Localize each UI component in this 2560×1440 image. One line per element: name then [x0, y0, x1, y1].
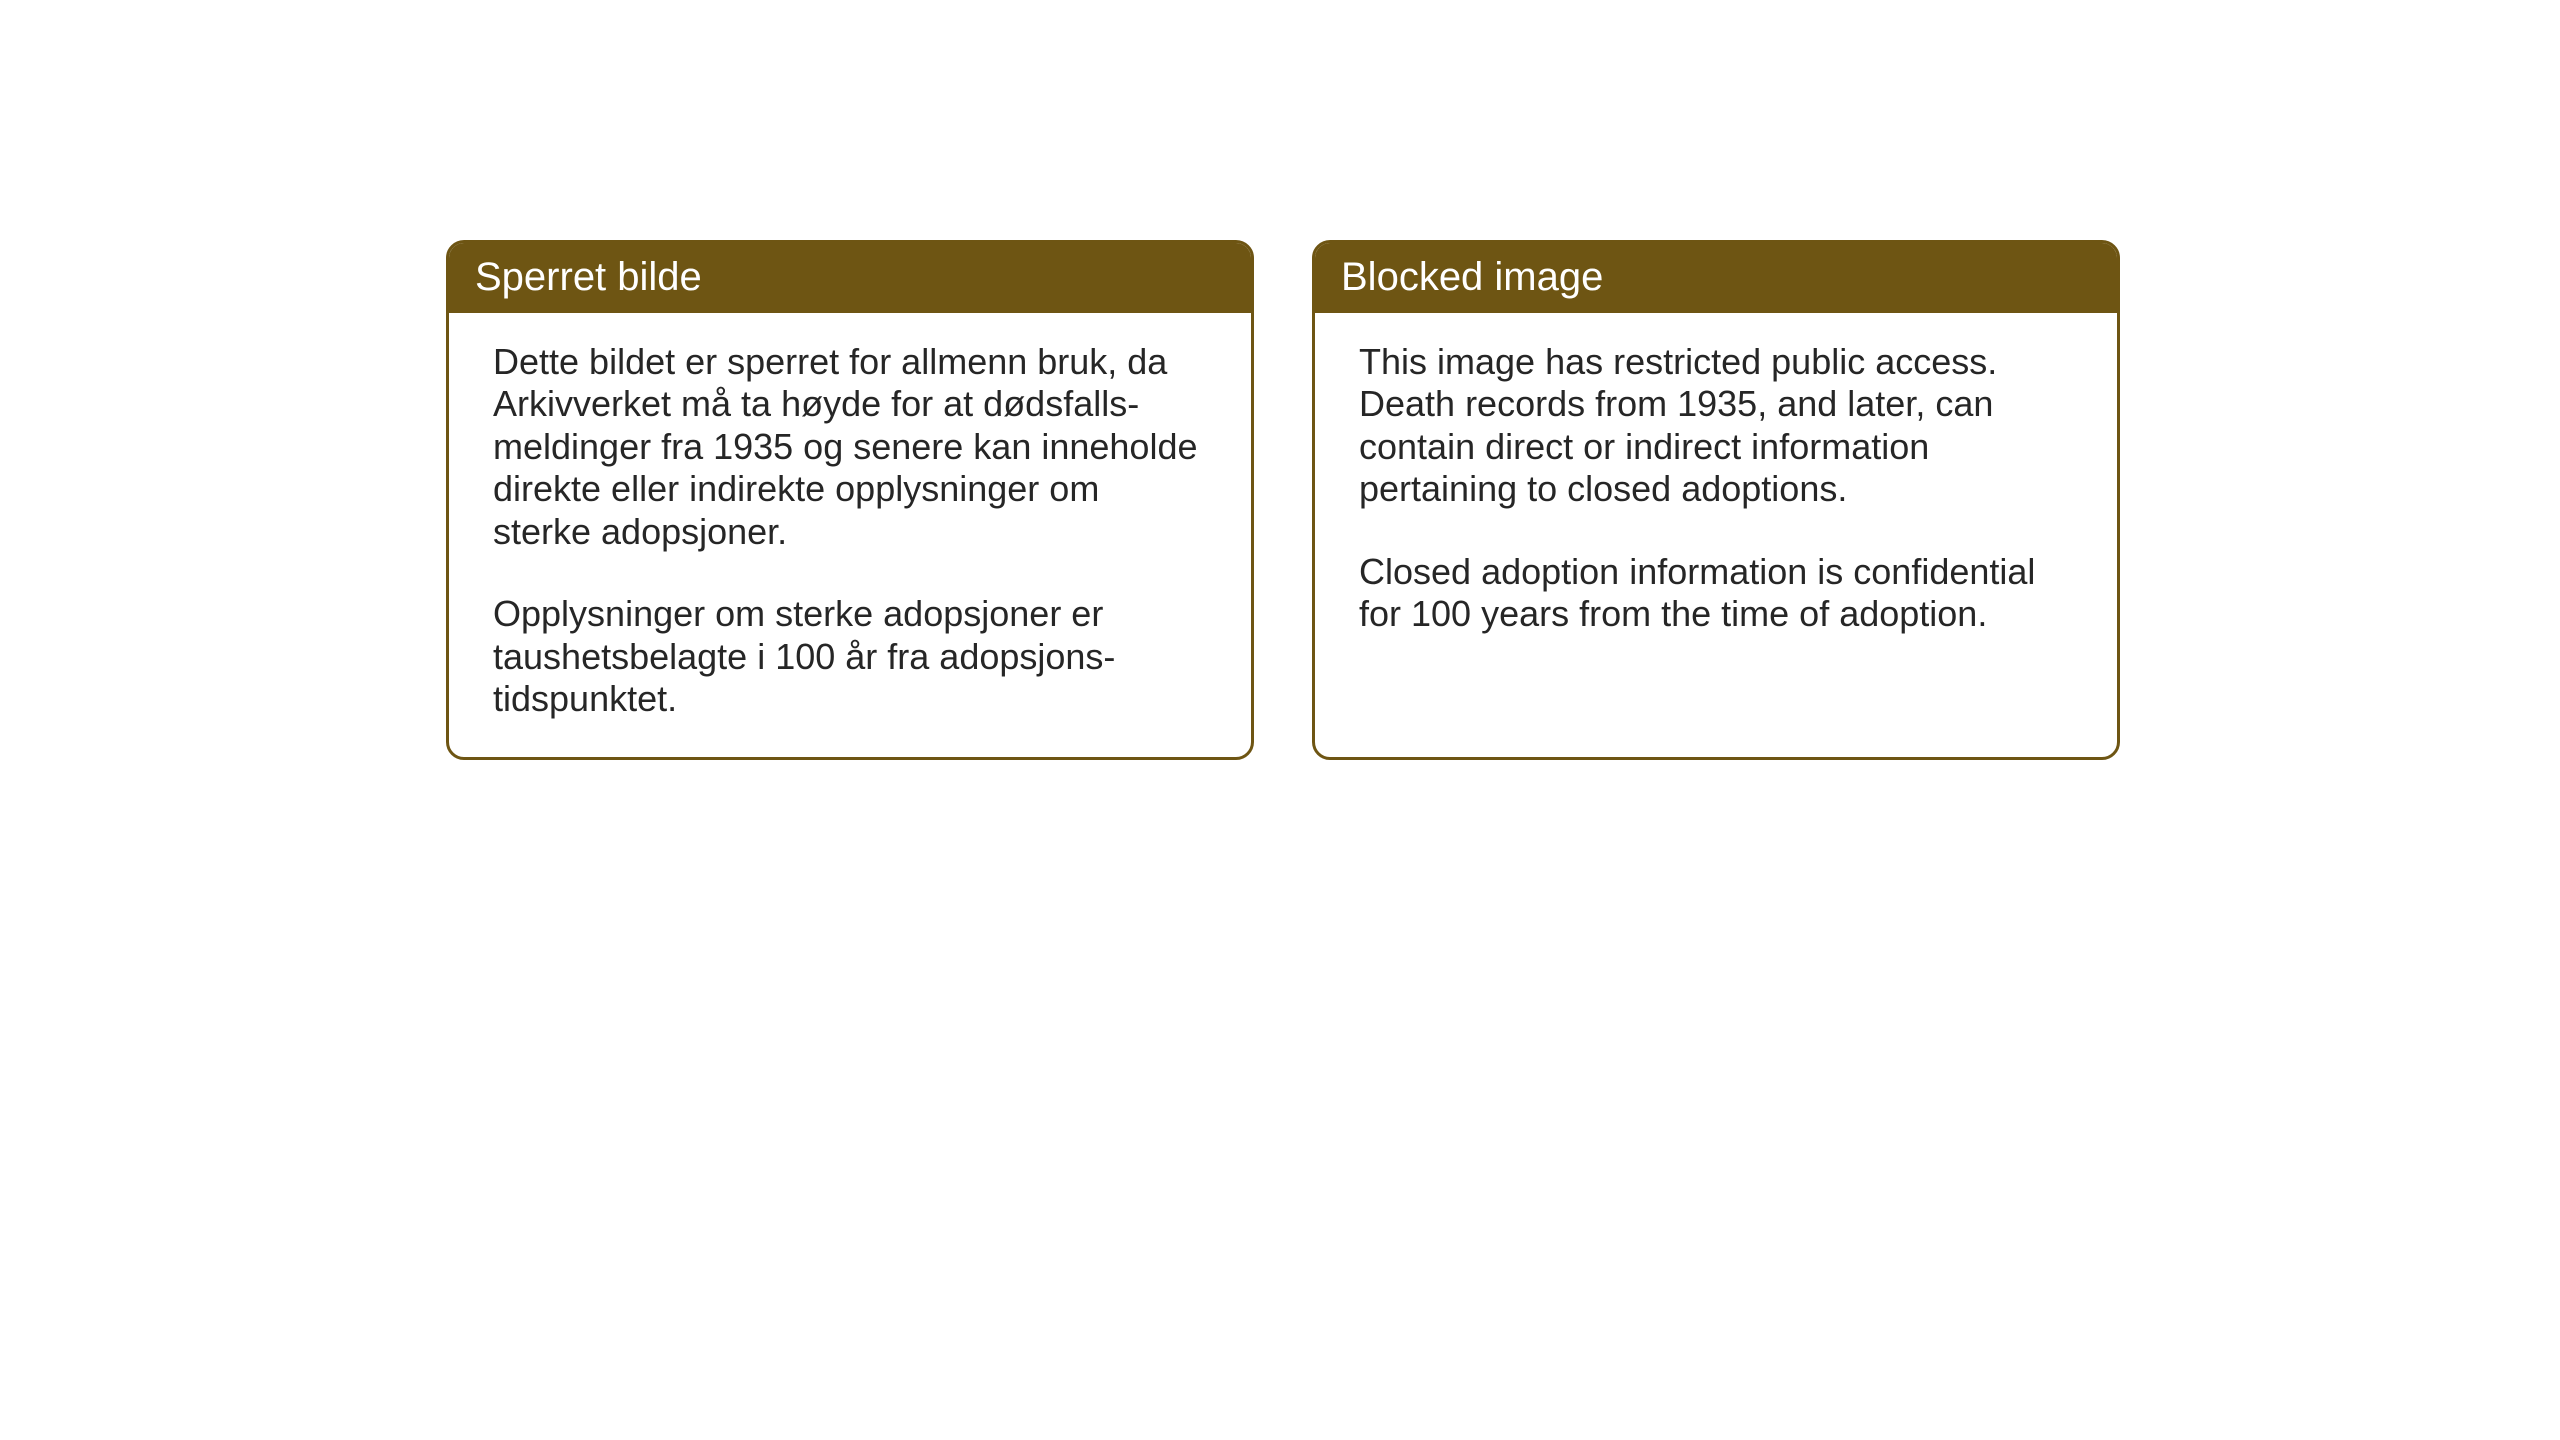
card-header-norwegian: Sperret bilde: [449, 243, 1251, 313]
card-body-english: This image has restricted public access.…: [1315, 313, 2117, 713]
notice-card-english: Blocked image This image has restricted …: [1312, 240, 2120, 760]
card-header-english: Blocked image: [1315, 243, 2117, 313]
card-body-norwegian: Dette bildet er sperret for allmenn bruk…: [449, 313, 1251, 757]
card-paragraph-1-english: This image has restricted public access.…: [1359, 341, 2073, 511]
card-paragraph-1-norwegian: Dette bildet er sperret for allmenn bruk…: [493, 341, 1207, 553]
notice-card-norwegian: Sperret bilde Dette bildet er sperret fo…: [446, 240, 1254, 760]
card-title-english: Blocked image: [1341, 255, 1603, 299]
card-paragraph-2-norwegian: Opplysninger om sterke adopsjoner er tau…: [493, 593, 1207, 720]
notice-container: Sperret bilde Dette bildet er sperret fo…: [446, 240, 2120, 760]
card-title-norwegian: Sperret bilde: [475, 255, 702, 299]
card-paragraph-2-english: Closed adoption information is confident…: [1359, 551, 2073, 636]
